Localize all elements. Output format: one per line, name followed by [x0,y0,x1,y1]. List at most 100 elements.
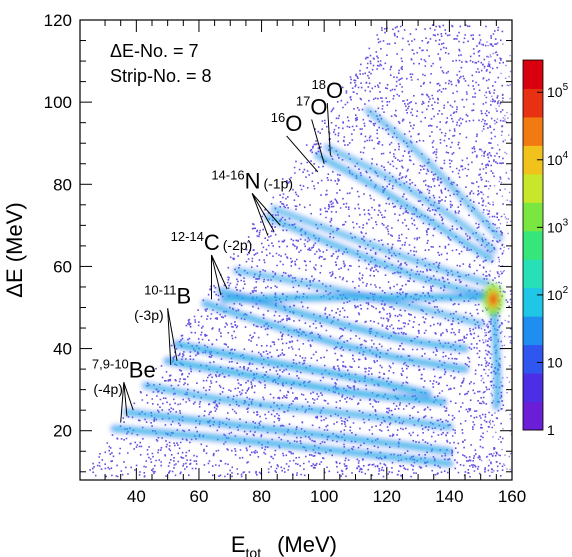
annotation-arrow [286,135,319,173]
colorbar-label-exponent: 2 [563,285,569,296]
band-13 [222,295,495,301]
annotation-arrow [251,193,269,236]
colorbar-step [523,373,543,403]
isotope-label: (-3p) [134,307,164,323]
annotation-arrow [326,103,331,156]
isotope-label: 10-11B [144,282,191,308]
colorbar-step [523,145,543,175]
colorbar-label-mantissa: 10 [547,287,563,303]
isotope-element: B [176,283,191,308]
x-tick-label: 40 [127,487,146,506]
colorbar-step [523,230,543,260]
band-12 [366,108,502,240]
y-tick-label: 100 [44,93,72,112]
isotope-element: O [326,78,343,103]
isotope-note: (-4p) [93,381,123,397]
colorbar-label-mantissa: 10 [547,152,563,168]
colorbar-step [523,401,543,431]
isotope-element: O [310,94,327,119]
x-axis: 40 60 80 100 120 140 160 [104,20,526,506]
isotope-element: C [204,230,220,255]
info-line-strip: Strip-No. = 8 [110,66,212,86]
band-11 [325,145,495,252]
annotation-arrow [167,308,178,361]
band-4 [175,342,430,396]
x-tick-label: 60 [189,487,208,506]
heatmap-layer [89,24,512,478]
isotope-label: 17O [296,93,328,119]
colorbar-label-mantissa: 10 [547,354,563,370]
colorbar-label: 102 [547,285,569,303]
colorbar-label: 10 [547,354,563,370]
colorbar-label-mantissa: 1 [547,422,555,438]
isotope-label: (-4p) [93,381,123,397]
colorbar-step [523,316,543,346]
x-axis-title: Etot (MeV) [231,532,337,557]
band-2 [144,383,451,429]
band-1 [125,410,451,453]
isotope-label: 14-16N (-1p) [211,167,293,193]
isotope-mass: 14-16 [211,167,244,182]
speckle-dots [89,24,512,478]
colorbar-step [523,173,543,203]
colorbar-label-exponent: 4 [563,150,569,161]
hotspot [483,283,504,316]
band-3 [166,359,445,404]
x-axis-title-sub: tot [246,545,262,557]
isotope-mass: 17 [296,93,310,108]
colorbar-step [523,88,543,118]
annotation-arrow [211,254,228,290]
locus-bands [109,105,504,469]
y-tick-label: 20 [53,422,72,441]
annotation-arrow [251,193,281,226]
colorbar-frame [522,59,544,431]
annotation-arrow [210,254,222,296]
y-axis: 20 40 60 80 100 120 [44,11,512,473]
band-0 [112,427,451,466]
colorbar-label: 105 [547,82,569,100]
colorbar-step [523,287,543,317]
x-tick-label: 80 [252,487,271,506]
colorbar-label-mantissa: 10 [547,219,563,235]
annotation-arrow [123,382,134,411]
isotope-note: (-1p) [263,175,293,191]
band-9 [272,207,489,285]
colorbar-label: 104 [547,150,569,168]
isotope-label: 18O [312,77,344,103]
isotope-mass: 18 [312,77,326,92]
band-7 [234,268,483,326]
annotation-arrow [251,193,275,232]
colorbar-label-mantissa: 10 [547,84,563,100]
band-8 [266,215,489,297]
band-10 [316,153,492,260]
annotation-arrow [123,382,128,417]
x-tick-label: 120 [373,487,401,506]
colorbar-label: 103 [547,217,569,235]
x-tick-label: 100 [310,487,338,506]
annotation-arrow [311,119,325,164]
isotope-note: (-3p) [134,307,164,323]
y-tick-label: 80 [53,175,72,194]
isotope-mass: 16 [271,110,285,125]
colorbar-step [523,202,543,232]
isotope-element: O [285,111,302,136]
hotspot-core [489,293,497,306]
y-tick-label: 120 [44,11,72,30]
x-tick-label: 140 [435,487,463,506]
band-5 [203,301,467,371]
isotope-label: 12-14C (-2p) [171,229,253,255]
y-tick-label: 60 [53,257,72,276]
isotope-mass: 12-14 [171,229,204,244]
colorbar-step [523,344,543,374]
isotope-note: (-2p) [223,237,253,253]
isotope-element: N [245,168,261,193]
colorbar-step [523,116,543,146]
colorbar-step [523,259,543,289]
x-tick-label: 160 [498,487,526,506]
x-axis-title-unit: (MeV) [277,532,337,557]
colorbar-label-exponent: 5 [563,82,569,93]
plot-frame [79,19,513,481]
